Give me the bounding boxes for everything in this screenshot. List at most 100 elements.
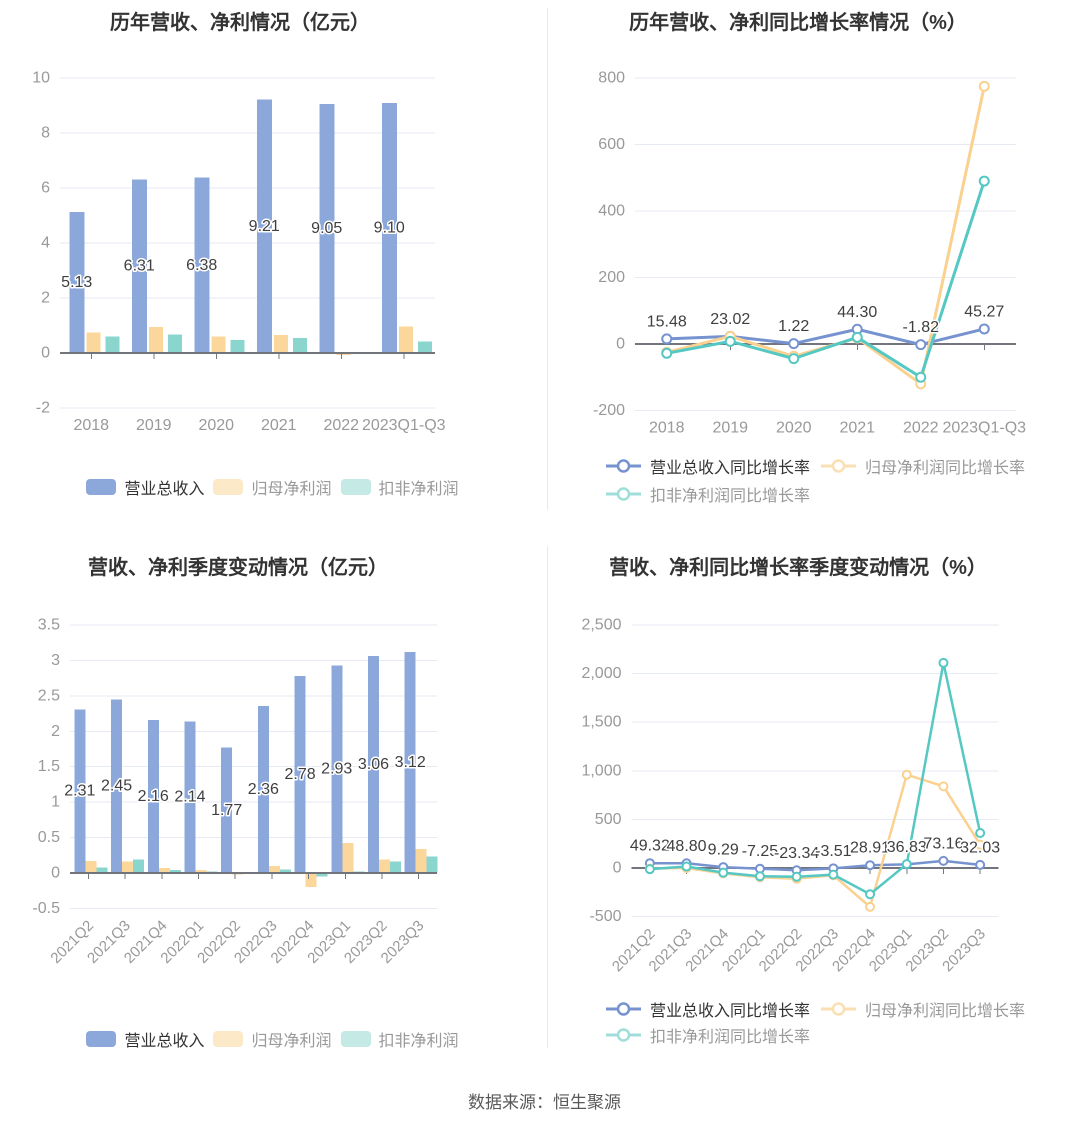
legend-label-net-profit-growth: 归母净利润同比增长率 — [865, 1003, 1026, 1020]
svg-text:2,000: 2,000 — [581, 665, 621, 682]
legend-label-net-profit-growth: 归母净利润同比增长率 — [865, 460, 1026, 477]
legend-label-net-profit: 归母净利润 — [251, 481, 332, 498]
legend-item-net-profit-growth[interactable]: 归母净利润同比增长率 — [820, 456, 1026, 477]
chart-title-annual-values: 历年营收、净利情况（亿元） — [110, 12, 370, 34]
svg-text:9.05: 9.05 — [311, 220, 342, 237]
vertical-divider-bottom — [547, 546, 548, 1048]
legend-item-revenue-growth[interactable]: 营业总收入同比增长率 — [605, 999, 820, 1020]
svg-text:2,500: 2,500 — [581, 617, 621, 634]
legend-item-revenue[interactable]: 营业总收入 — [86, 477, 204, 498]
svg-text:600: 600 — [598, 136, 625, 153]
svg-text:2: 2 — [41, 290, 50, 307]
bar-series-0 — [74, 651, 416, 873]
svg-text:3.06: 3.06 — [358, 756, 389, 773]
legend-swatch-nongaap-icon — [340, 479, 371, 495]
svg-text:0: 0 — [41, 345, 50, 362]
legend-label-nongaap: 扣非净利润 — [378, 1033, 459, 1050]
svg-text:2.14: 2.14 — [174, 789, 205, 806]
svg-text:2020: 2020 — [198, 417, 234, 434]
legend-annual-values: 营业总收入 归母净利润 扣非净利润 — [0, 477, 545, 498]
svg-text:2023Q1-Q3: 2023Q1-Q3 — [942, 420, 1026, 437]
svg-text:-500: -500 — [589, 908, 621, 925]
legend-quarterly-values: 营业总收入 归母净利润 扣非净利润 — [0, 1029, 545, 1050]
svg-text:48.80: 48.80 — [667, 838, 707, 855]
svg-text:200: 200 — [598, 269, 625, 286]
svg-text:-3.51: -3.51 — [815, 843, 852, 860]
chart-title-quarterly-growth: 营收、净利同比增长率季度变动情况（%） — [609, 557, 987, 579]
svg-text:-23.34: -23.34 — [774, 845, 819, 862]
grid: 800 600 400 200 0 -200 — [593, 70, 1016, 419]
x-labels: 2021Q22021Q32021Q42022Q12022Q22022Q32022… — [609, 925, 989, 975]
legend-marker-net-profit-growth-icon — [820, 1001, 857, 1017]
svg-text:1.77: 1.77 — [211, 802, 242, 819]
svg-text:3: 3 — [51, 652, 60, 669]
svg-text:1.5: 1.5 — [38, 758, 60, 775]
svg-text:9.29: 9.29 — [708, 842, 739, 859]
svg-text:73.16: 73.16 — [923, 835, 963, 852]
legend-marker-nongaap-growth-icon — [605, 1027, 642, 1043]
x-labels: 2018 2019 2020 2021 2022 2023Q1-Q3 — [73, 417, 445, 434]
value-labels: 15.48 23.02 1.22 44.30 -1.82 45.27 — [645, 302, 1006, 338]
svg-text:2022: 2022 — [903, 420, 939, 437]
chart-annual-growth: 800 600 400 200 0 -200 2018 2019 2020 2021 2022 202… — [593, 70, 1026, 437]
svg-text:9.10: 9.10 — [374, 219, 405, 236]
chart-annual-values: 10 8 6 4 2 0 -2 2018 2019 2020 2021 2022 2023Q1-Q3 5.… — [32, 70, 445, 435]
svg-text:800: 800 — [598, 70, 625, 87]
legend-label-nongaap-growth: 扣非净利润同比增长率 — [650, 488, 811, 505]
svg-text:8: 8 — [41, 125, 50, 142]
legend-item-net-profit[interactable]: 归母净利润 — [213, 477, 332, 498]
svg-text:1,000: 1,000 — [581, 762, 621, 779]
svg-text:5.13: 5.13 — [61, 274, 92, 291]
svg-text:2018: 2018 — [73, 417, 109, 434]
chart-quarterly-values: 3.5 3 2.5 2 1.5 1 0.5 0 -0.52021Q22021Q32021Q420… — [32, 617, 438, 967]
svg-text:-2: -2 — [36, 400, 50, 417]
svg-text:2019: 2019 — [136, 417, 172, 434]
vertical-divider-top — [547, 8, 548, 510]
bar-series-1 — [86, 326, 413, 356]
svg-text:36.83: 36.83 — [887, 839, 927, 856]
svg-text:3.12: 3.12 — [395, 754, 426, 771]
svg-text:0: 0 — [51, 864, 60, 881]
svg-text:2023Q1-Q3: 2023Q1-Q3 — [362, 417, 446, 434]
svg-text:44.30: 44.30 — [837, 304, 877, 321]
legend-item-revenue-growth[interactable]: 营业总收入同比增长率 — [605, 456, 820, 477]
svg-text:32.03: 32.03 — [960, 839, 1000, 856]
legend-item-nongaap-growth[interactable]: 扣非净利润同比增长率 — [605, 484, 820, 505]
legend-marker-revenue-growth-icon — [605, 1001, 642, 1017]
svg-text:2019: 2019 — [712, 420, 748, 437]
bar-series-2 — [105, 334, 432, 353]
legend-label-nongaap: 扣非净利润同比增长率 — [650, 1029, 811, 1046]
legend-swatch-revenue-icon — [86, 479, 117, 495]
legend-label-revenue-growth: 营业总收入同比增长率 — [650, 460, 811, 477]
line-series-1 — [661, 80, 990, 390]
svg-text:0.5: 0.5 — [38, 829, 60, 846]
svg-text:-1.82: -1.82 — [903, 319, 940, 336]
legend-item-net-profit-growth[interactable]: 归母净利润同比增长率 — [820, 999, 1026, 1020]
svg-text:400: 400 — [598, 203, 625, 220]
svg-text:0: 0 — [613, 860, 622, 877]
svg-text:6: 6 — [41, 180, 50, 197]
svg-text:4: 4 — [41, 235, 50, 252]
legend-item-revenue[interactable]: 营业总收入 — [86, 1029, 204, 1050]
svg-text:9.21: 9.21 — [249, 218, 280, 235]
svg-text:15.48: 15.48 — [647, 313, 687, 330]
legend-item-net-profit[interactable]: 归母净利润 — [213, 1029, 332, 1050]
line-series-2 — [644, 657, 986, 900]
svg-text:2.78: 2.78 — [284, 766, 315, 783]
svg-text:-0.5: -0.5 — [32, 900, 60, 917]
grid: 10 8 6 4 2 0 -2 — [32, 70, 435, 417]
svg-text:2.16: 2.16 — [138, 788, 169, 805]
legend-item-nongaap-profit[interactable]: 扣非净利润 — [340, 1029, 459, 1050]
legend-quarterly-growth: 营业总收入同比增长率 归母净利润同比增长率 扣非净利润同比增长率 — [605, 999, 1026, 1046]
legend-item-nongaap-growth[interactable]: 扣非净利润同比增长率 — [605, 1025, 820, 1046]
svg-text:2.31: 2.31 — [64, 783, 95, 800]
x-labels: 2018 2019 2020 2021 2022 2023Q1-Q3 — [649, 420, 1026, 437]
svg-text:1,500: 1,500 — [581, 714, 621, 731]
svg-text:3.5: 3.5 — [38, 617, 60, 634]
svg-text:2.93: 2.93 — [321, 761, 352, 778]
legend-item-nongaap-profit[interactable]: 扣非净利润 — [340, 477, 459, 498]
svg-text:2.5: 2.5 — [38, 687, 60, 704]
svg-text:10: 10 — [32, 70, 50, 87]
